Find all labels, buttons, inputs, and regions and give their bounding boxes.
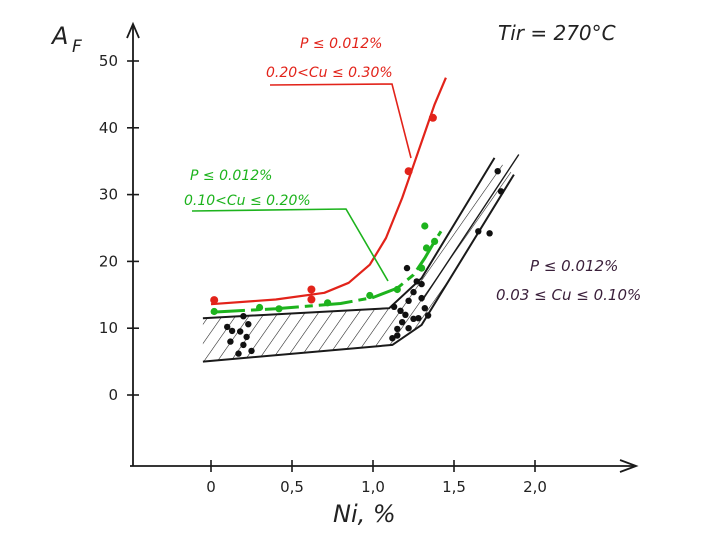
point-green <box>422 244 431 252</box>
point-green <box>210 307 218 316</box>
x-tick-label: 1,5 <box>442 478 466 496</box>
point-black <box>402 311 409 318</box>
y-tick-label: 10 <box>99 319 118 337</box>
point-black <box>390 303 398 310</box>
point-red <box>210 296 219 305</box>
point-black <box>418 294 425 302</box>
point-green <box>256 303 264 312</box>
point-black <box>486 230 493 237</box>
point-black <box>410 288 417 296</box>
point-black <box>415 315 422 322</box>
point-black <box>248 347 255 355</box>
point-black <box>240 313 247 320</box>
x-tick-label: 1,0 <box>361 478 385 496</box>
point-black <box>240 341 247 349</box>
point-black <box>224 323 231 331</box>
point-black <box>397 307 404 314</box>
point-black <box>228 327 236 335</box>
point-black <box>245 321 252 328</box>
point-black <box>403 264 411 272</box>
legend-green-line1: P ≤ 0.012% <box>190 168 272 184</box>
chart-title: Tir = 270°C <box>498 21 616 45</box>
point-green <box>431 237 439 245</box>
point-black <box>389 335 396 342</box>
point-black <box>235 350 242 357</box>
band-upper-line <box>202 157 496 320</box>
point-black <box>475 228 482 235</box>
point-black <box>405 297 412 304</box>
point-black <box>394 332 401 339</box>
point-black <box>405 325 412 332</box>
x-tick-label: 2,0 <box>523 478 547 496</box>
y-tick-label: 20 <box>99 252 118 270</box>
point-green <box>366 291 374 300</box>
point-red <box>307 295 316 304</box>
x-tick-label: 0,5 <box>280 478 304 496</box>
y-axis-label-subscript: F <box>72 37 82 57</box>
point-black <box>418 280 425 288</box>
trend-red <box>210 77 447 306</box>
point-green <box>421 222 429 230</box>
point-green <box>275 305 283 313</box>
point-green <box>324 299 332 307</box>
legend-green-line2: 0.10<Cu ≤ 0.20% <box>184 193 311 209</box>
legend-red-line1: P ≤ 0.012% <box>300 36 382 52</box>
x-axis-arrow <box>619 459 639 473</box>
legend-red-line2: 0.20<Cu ≤ 0.30% <box>266 65 393 81</box>
point-black <box>494 168 501 175</box>
point-black <box>497 188 505 195</box>
legend-green-leader <box>191 208 389 282</box>
y-tick-label: 40 <box>99 119 118 137</box>
point-black <box>394 325 401 333</box>
legend-black-line1: P ≤ 0.012% <box>530 257 618 275</box>
x-tick-label: 0 <box>206 478 216 496</box>
point-green <box>418 264 426 272</box>
legend-black-line2: 0.03 ≤ Cu ≤ 0.10% <box>496 286 641 304</box>
y-axis-label: A <box>50 22 68 50</box>
point-green <box>393 285 401 294</box>
y-tick-label: 50 <box>99 52 118 70</box>
band-extension-line <box>421 154 520 302</box>
point-black <box>399 319 406 326</box>
point-black <box>424 312 432 319</box>
legend-red-leader <box>269 83 412 159</box>
x-axis-label: Ni, % <box>333 500 396 528</box>
point-black <box>243 333 250 341</box>
point-black <box>237 328 244 335</box>
point-black <box>227 338 234 345</box>
point-black <box>413 278 420 285</box>
point-black <box>410 315 417 322</box>
point-red <box>307 285 316 294</box>
band-fill <box>202 157 514 362</box>
axes <box>126 21 639 473</box>
y-tick-label: 30 <box>99 186 118 204</box>
point-black <box>421 305 428 312</box>
band-lower-line <box>202 174 515 363</box>
y-tick-label: 0 <box>108 386 118 404</box>
y-axis-arrow <box>126 21 140 39</box>
point-red <box>428 113 437 122</box>
point-red <box>404 167 413 176</box>
